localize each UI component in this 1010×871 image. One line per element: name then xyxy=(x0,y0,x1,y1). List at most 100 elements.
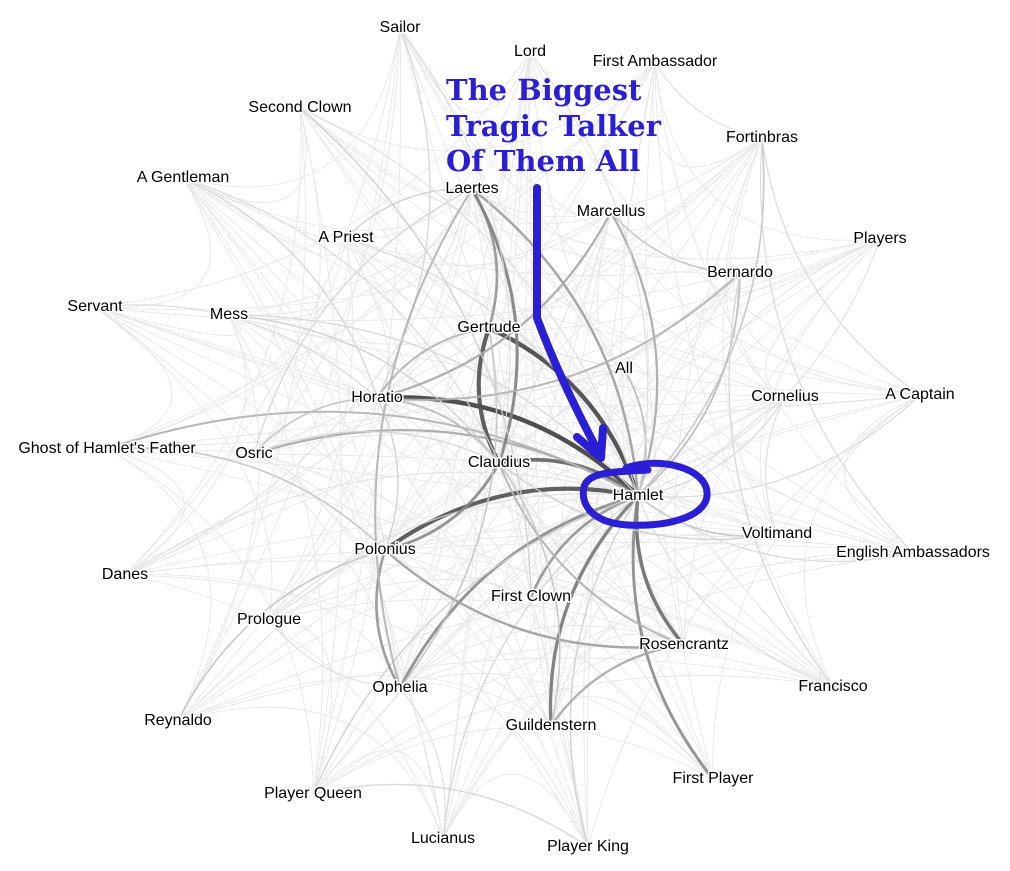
edge-hamlet-first-player xyxy=(631,495,715,780)
edge-claudius-rosencrantz xyxy=(498,462,685,646)
edge-laertes-osric xyxy=(253,188,473,455)
edge-claudius-sailor xyxy=(399,27,511,464)
edge-lucianus-ophelia xyxy=(399,687,446,840)
background-edge xyxy=(177,657,834,722)
edge-gertrude-horatio xyxy=(376,326,490,399)
background-edge xyxy=(384,549,589,848)
background-edge xyxy=(442,533,778,840)
background-edge xyxy=(550,211,612,727)
background-edge xyxy=(376,396,786,408)
background-edge xyxy=(177,675,552,727)
node-label-a-gentleman: A Gentleman xyxy=(137,169,230,186)
node-label-mess: Mess xyxy=(210,306,248,323)
background-edge xyxy=(253,453,552,727)
background-edge xyxy=(399,27,778,535)
background-edge xyxy=(722,137,778,535)
background-edge xyxy=(299,107,490,329)
edge-horatio-osric xyxy=(253,397,378,455)
edge-hamlet-second-clown xyxy=(299,107,639,497)
edge-polonius-rosencrantz xyxy=(384,549,685,649)
node-label-players: Players xyxy=(853,230,906,247)
node-label-claudius: Claudius xyxy=(468,454,530,471)
node-label-hamlet: Hamlet xyxy=(613,487,664,504)
edge-horatio-sailor xyxy=(376,27,431,399)
edge-hamlet-bernardo xyxy=(637,272,741,497)
background-edge xyxy=(94,306,273,621)
background-edge xyxy=(182,177,625,370)
background-edge xyxy=(674,137,763,646)
background-edge xyxy=(530,532,778,598)
background-edge xyxy=(182,177,473,231)
edge-polonius-ghost-of-hamlet-s-father xyxy=(106,447,386,551)
background-edge xyxy=(498,462,914,554)
node-label-sailor: Sailor xyxy=(380,19,422,36)
edge-ophelia-gertrude xyxy=(399,327,498,689)
background-edge xyxy=(124,107,302,576)
edge-first-clown-second-clown xyxy=(299,107,532,598)
node-label-first-clown: First Clown xyxy=(491,588,571,605)
node-label-servant: Servant xyxy=(67,298,123,315)
node-label-first-ambassador: First Ambassador xyxy=(593,53,718,70)
background-edge xyxy=(253,453,401,689)
background-edge xyxy=(772,394,921,406)
edge-hamlet-laertes xyxy=(471,188,640,497)
background-edge xyxy=(106,394,921,450)
background-edge xyxy=(124,314,247,576)
edge-hamlet-a-captain xyxy=(637,394,921,498)
background-edge xyxy=(384,524,778,551)
edge-hamlet-players xyxy=(637,238,881,497)
background-edge xyxy=(654,61,881,241)
annotation-line-3: Of Them All xyxy=(446,144,640,178)
background-edge xyxy=(124,560,532,598)
node-label-danes: Danes xyxy=(102,566,148,583)
background-edge xyxy=(106,448,314,795)
edge-polonius-reynaldo xyxy=(177,549,386,722)
background-edge xyxy=(488,238,881,330)
node-label-polonius: Polonius xyxy=(354,541,415,558)
background-edge xyxy=(550,396,786,727)
background-edge xyxy=(529,51,625,370)
edge-prologue-ophelia xyxy=(268,619,401,689)
edge-horatio-servant xyxy=(94,304,378,399)
background-edge xyxy=(268,598,685,646)
node-label-layer: Sailor Lord First Ambassador Second Clown A … xyxy=(17,18,992,857)
background-edge xyxy=(637,394,921,497)
background-edge xyxy=(399,27,490,329)
node-label-a-priest: A Priest xyxy=(318,229,374,246)
node-label-lucianus: Lucianus xyxy=(411,830,475,847)
background-edge xyxy=(228,314,786,398)
background-edge xyxy=(124,574,401,689)
background-edge xyxy=(253,453,500,464)
background-edge xyxy=(442,644,685,840)
background-edge xyxy=(228,61,656,316)
node-label-laertes: Laertes xyxy=(445,180,498,197)
background-edge xyxy=(182,107,307,203)
annotation-line-2: Tragic Talker xyxy=(446,109,662,143)
node-label-player-king: Player King xyxy=(547,838,629,855)
background-edge xyxy=(312,675,834,795)
background-edge xyxy=(268,394,921,621)
background-edge xyxy=(268,462,500,621)
background-edge xyxy=(587,394,921,848)
edge-hamlet-voltimand xyxy=(637,495,778,537)
edge-guildenstern-claudius xyxy=(498,462,561,727)
node-label-a-captain: A Captain xyxy=(885,386,954,403)
background-edge xyxy=(312,727,714,795)
edge-hamlet-ghost-of-hamlet-s-father xyxy=(106,410,639,497)
background-edge xyxy=(253,137,763,455)
node-label-rosencrantz: Rosencrantz xyxy=(639,636,729,653)
background-edge xyxy=(177,706,444,840)
background-edge xyxy=(399,272,741,689)
background-edge xyxy=(312,750,444,840)
background-edge xyxy=(94,306,242,336)
node-label-fortinbras: Fortinbras xyxy=(726,129,798,146)
background-edge xyxy=(712,394,921,780)
background-edge xyxy=(345,211,612,266)
edge-layer xyxy=(94,27,921,848)
node-label-all: All xyxy=(615,360,633,377)
node-label-english-ambassadors: English Ambassadors xyxy=(836,544,990,561)
node-label-first-player: First Player xyxy=(673,770,755,787)
background-edge xyxy=(253,453,532,598)
background-edge xyxy=(399,673,714,780)
